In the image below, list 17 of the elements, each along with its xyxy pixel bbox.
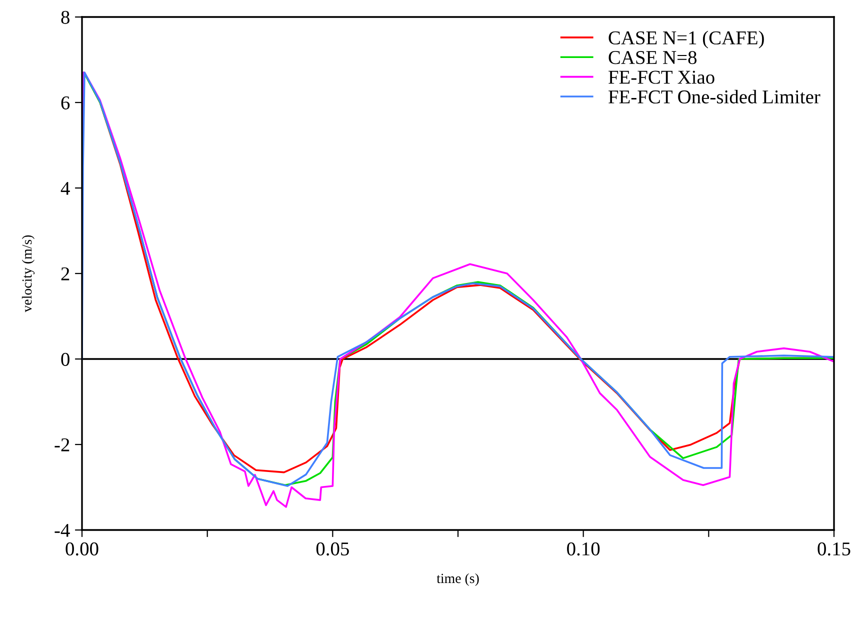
- y-tick-label: 6: [61, 96, 70, 110]
- y-tick-label: 2: [61, 267, 70, 280]
- legend-label: FE-FCT Xiao: [608, 70, 714, 84]
- x-tick-label: 0.00: [66, 542, 98, 556]
- y-tick-label: -4: [54, 524, 70, 537]
- legend-label: FE-FCT One-sided Limiter: [608, 90, 820, 104]
- legend-label: CASE N=1 (CAFE): [608, 30, 764, 48]
- y-tick-label: 8: [61, 10, 70, 24]
- x-axis-title: time (s): [436, 573, 479, 586]
- x-tick-label: 0.10: [567, 542, 600, 556]
- y-tick-label: 0: [61, 352, 70, 366]
- y-tick-label: 4: [60, 182, 70, 195]
- y-tick-label: -2: [54, 438, 70, 452]
- x-tick-label: 0.05: [316, 542, 349, 556]
- x-tick-label: 0.15: [818, 542, 850, 556]
- legend-label: CASE N=8: [608, 50, 697, 64]
- y-axis-title: velocity (m/s): [22, 235, 35, 312]
